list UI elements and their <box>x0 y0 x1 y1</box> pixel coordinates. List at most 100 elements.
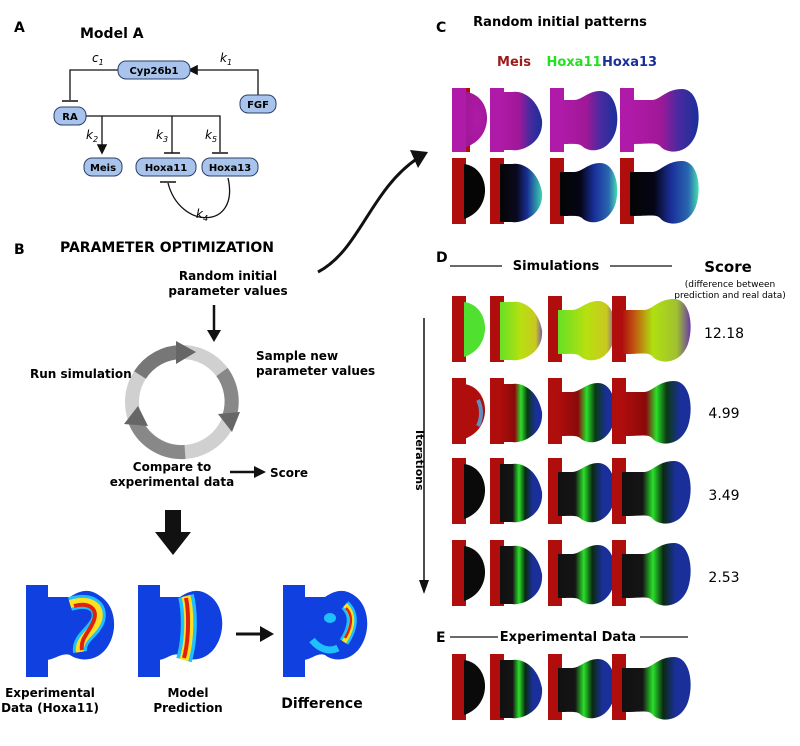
difference-label: Difference <box>281 696 362 712</box>
heatmap-exp-stalk <box>26 585 48 677</box>
exp-r1-2 <box>490 654 543 720</box>
edge-label-k5: k5 <box>205 128 217 144</box>
edge-c1 <box>69 69 118 100</box>
legend-hoxa13: Hoxa13 <box>602 55 657 70</box>
edge-label-c1: c1 <box>92 51 104 67</box>
node-fgf <box>239 94 277 114</box>
sample-new-label: Sample new parameter values <box>256 349 375 378</box>
arrow-down-big-head <box>155 532 191 555</box>
sim-r3-2 <box>490 458 543 524</box>
node-ra-label: RA <box>62 112 78 123</box>
sim-r3-4 <box>612 458 691 524</box>
heatmap-diff-spot-1 <box>324 613 336 623</box>
node-fgf-label: FGF <box>247 100 269 111</box>
pattern-c-r1-1 <box>452 88 488 152</box>
panel-c: C Random initial patterns Meis Hoxa11 Ho… <box>436 15 699 224</box>
panel-e-title: Experimental Data <box>500 630 636 645</box>
pattern-c-r2-2 <box>490 158 543 224</box>
node-hoxa13 <box>201 157 259 177</box>
heatmap-diff-stalk <box>283 585 305 677</box>
panel-c-letter: C <box>436 20 446 36</box>
edge-ra-hub <box>84 115 221 152</box>
sim-r2-1 <box>452 378 486 444</box>
node-hoxa11 <box>135 157 197 177</box>
model-prediction-label: Model Prediction <box>153 686 222 715</box>
cycle-segment-2 <box>216 367 239 423</box>
edge-label-k3: k3 <box>156 128 168 144</box>
sim-r3-1 <box>452 458 486 524</box>
node-ra <box>53 106 87 126</box>
panel-b: B PARAMETER OPTIMIZATION Random initial p… <box>1 150 428 715</box>
score-title: Score <box>704 258 752 276</box>
panel-d-letter: D <box>436 250 448 266</box>
node-meis <box>83 157 123 177</box>
panel-e: E Experimental Data <box>436 630 691 720</box>
sim-r2-4 <box>612 378 691 444</box>
pattern-c-r2-4 <box>620 158 699 224</box>
cycle-arrow-1 <box>176 341 196 364</box>
optimization-cycle <box>124 341 240 460</box>
arrow-to-panel-c-head <box>410 150 428 168</box>
run-simulation-label: Run simulation <box>30 367 132 381</box>
iterations-label: Iterations <box>413 430 426 491</box>
legend-hoxa11: Hoxa11 <box>546 55 601 70</box>
pattern-c-r1-4 <box>620 88 699 152</box>
iterations-arrow-head <box>419 580 429 594</box>
edge-label-k1: k1 <box>220 51 232 67</box>
panel-b-letter: B <box>14 242 25 258</box>
exp-r1-1 <box>452 654 486 720</box>
panel-a: A Model A Cyp26b1 FGF RA Meis Hoxa11 Hox… <box>14 20 277 223</box>
node-hoxa11-label: Hoxa11 <box>145 163 187 174</box>
sim-r2-3 <box>548 378 616 444</box>
score-value-1: 12.18 <box>704 326 744 342</box>
experimental-data-label: Experimental Data (Hoxa11) <box>1 686 99 715</box>
sim-r3-3 <box>548 458 616 524</box>
heatmap-diff-spot-2 <box>309 637 340 654</box>
score-label: Score <box>270 466 308 480</box>
arrow-to-score-head <box>254 466 266 478</box>
sim-r1-3 <box>548 296 616 362</box>
panel-b-title: PARAMETER OPTIMIZATION <box>60 240 274 256</box>
pattern-c-r2-3 <box>550 158 618 224</box>
arrow-down-big <box>165 510 181 534</box>
score-subtitle: (difference between prediction and real d… <box>674 280 786 301</box>
edge-k4 <box>167 177 231 219</box>
random-initial-label: Random initial parameter values <box>168 269 287 298</box>
sim-r1-2 <box>490 296 543 362</box>
panel-a-letter: A <box>14 20 25 36</box>
pattern-c-r1-3 <box>550 88 618 152</box>
sim-r1-1 <box>452 296 486 362</box>
edge-label-k4: k4 <box>196 207 208 223</box>
score-value-2: 4.99 <box>708 406 739 422</box>
heatmap-difference <box>283 585 368 677</box>
sim-r4-3 <box>548 540 616 606</box>
exp-r1-4 <box>612 654 691 720</box>
heatmap-diff-core <box>343 607 353 639</box>
heatmap-model-stalk <box>138 585 160 677</box>
panel-d: D Simulations Score (difference between p… <box>413 250 786 606</box>
heatmap-model-core <box>182 597 191 659</box>
edge-label-k2: k2 <box>86 128 98 144</box>
heatmap-experimental <box>26 585 115 677</box>
arrow-down-1-head <box>207 330 221 342</box>
heatmap-exp-core <box>73 602 97 651</box>
sim-r4-2 <box>490 540 543 606</box>
edge-k1 <box>187 64 259 95</box>
sim-r4-4 <box>612 540 691 606</box>
simulations-label: Simulations <box>513 259 600 274</box>
exp-r1-3 <box>548 654 616 720</box>
arrow-to-difference-head <box>260 626 274 642</box>
sim-r2-2 <box>490 378 543 444</box>
heatmap-model <box>138 585 223 677</box>
node-cyp26b1 <box>117 60 191 80</box>
score-value-3: 3.49 <box>708 488 739 504</box>
cycle-arrow-3 <box>124 406 148 426</box>
cycle-segment-1 <box>134 345 183 380</box>
pattern-c-r2-1 <box>452 158 486 224</box>
panel-e-letter: E <box>436 630 446 646</box>
panel-a-title: Model A <box>80 26 144 42</box>
node-meis-label: Meis <box>90 163 116 174</box>
cycle-arrow-2 <box>218 412 240 432</box>
sim-r4-1 <box>452 540 486 606</box>
